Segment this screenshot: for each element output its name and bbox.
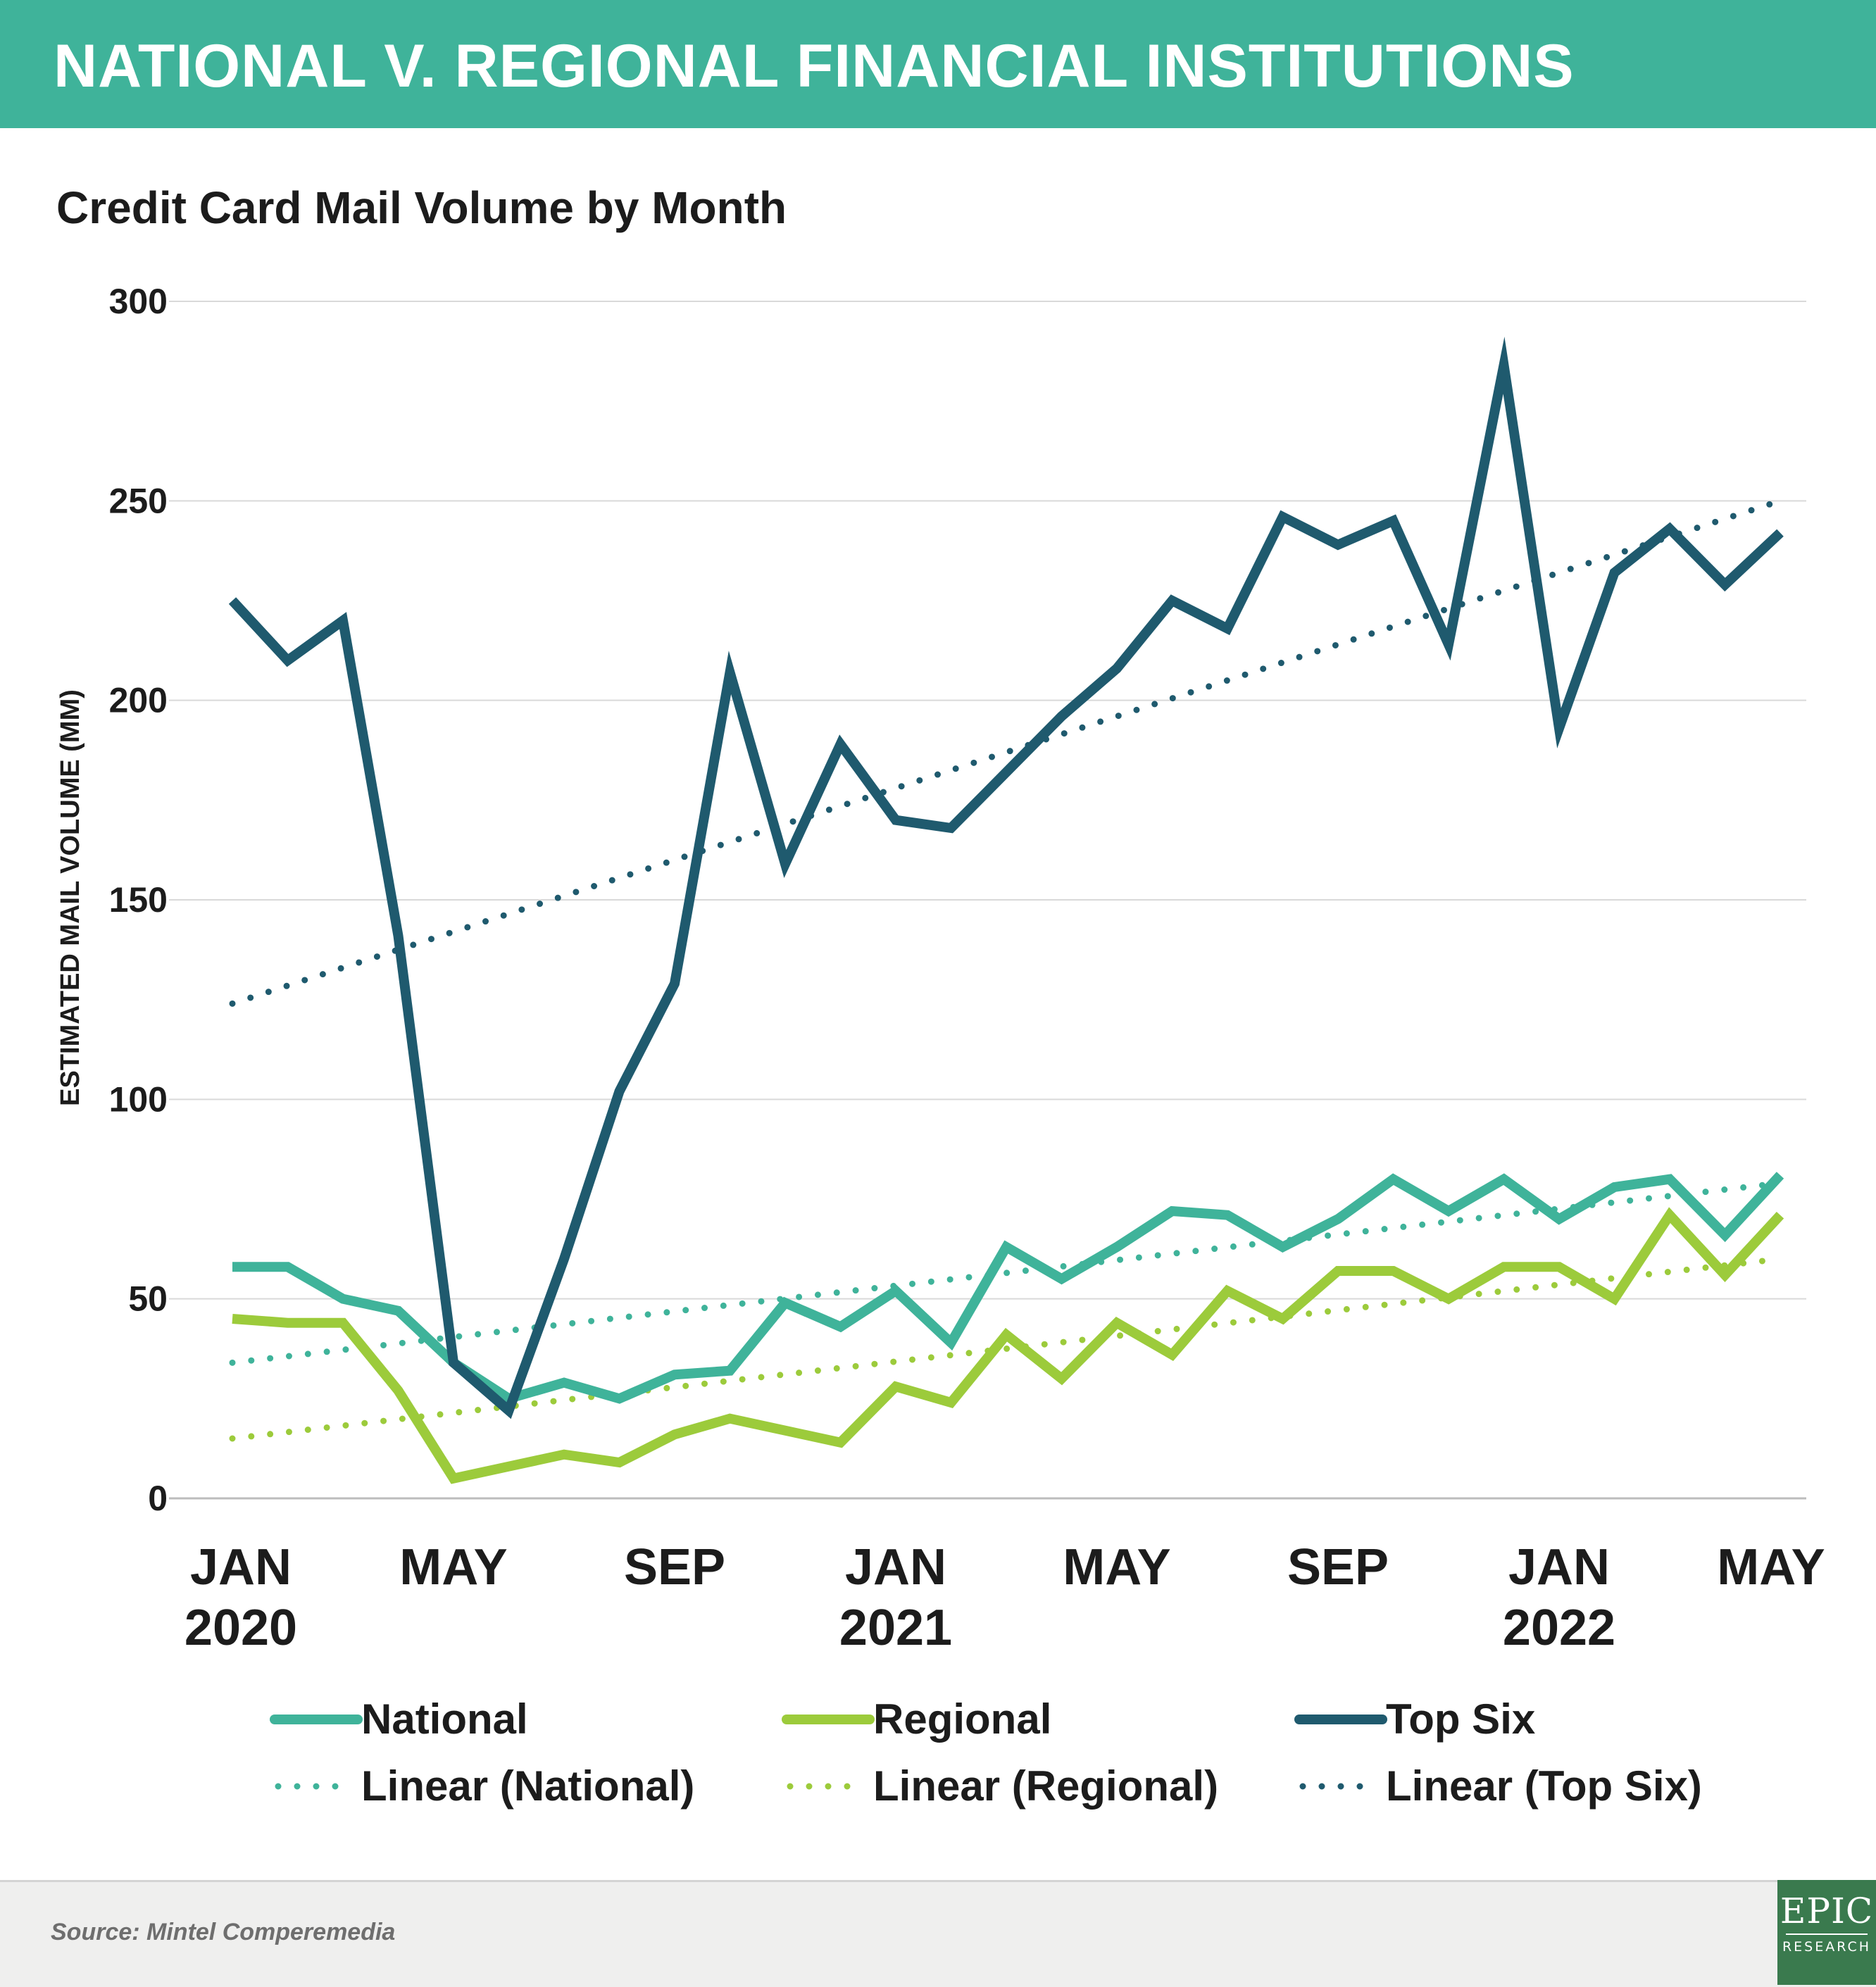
series-line-top-six xyxy=(228,337,1784,1419)
legend-label: Linear (Top Six) xyxy=(1386,1762,1702,1810)
legend-label: Linear (Regional) xyxy=(873,1762,1218,1810)
series-line-regional xyxy=(232,1207,1784,1484)
trendline-linear-national xyxy=(229,1179,1784,1366)
x-tick-label: MAY xyxy=(1717,1539,1825,1596)
y-axis-ticks: 0 50 100 150 200 250 300 xyxy=(109,282,168,1518)
header-banner: NATIONAL V. REGIONAL FINANCIAL INSTITUTI… xyxy=(0,0,1876,128)
legend: National Regional Top Six Linear (National)… xyxy=(270,1695,1702,1810)
logo-rule xyxy=(1786,1933,1868,1935)
page-title: NATIONAL V. REGIONAL FINANCIAL INSTITUTI… xyxy=(54,32,1575,100)
y-tick-label: 150 xyxy=(109,880,168,920)
x-tick-label: MAY xyxy=(399,1539,507,1596)
trendline-linear-top-six xyxy=(229,497,1784,1007)
footer: Source: Mintel Comperemedia xyxy=(0,1880,1876,1987)
legend-label: National xyxy=(361,1695,528,1743)
x-tick-label: JAN xyxy=(845,1539,946,1596)
x-tick-label: SEP xyxy=(624,1539,725,1596)
y-tick-label: 250 xyxy=(109,481,168,520)
gridlines xyxy=(169,301,1806,1500)
y-tick-label: 200 xyxy=(109,681,168,720)
source-note: Source: Mintel Comperemedia xyxy=(51,1919,396,1945)
y-tick-label: 50 xyxy=(128,1279,168,1319)
series-line-national xyxy=(232,1172,1784,1404)
y-tick-label: 0 xyxy=(148,1479,168,1518)
x-tick-year: 2021 xyxy=(839,1600,952,1656)
legend-label: Regional xyxy=(873,1695,1051,1743)
y-tick-label: 300 xyxy=(109,282,168,321)
x-tick-year: 2020 xyxy=(185,1600,297,1656)
trendline-linear-regional xyxy=(229,1255,1784,1442)
x-tick-year: 2022 xyxy=(1503,1600,1615,1656)
legend-label: Linear (National) xyxy=(361,1762,694,1810)
y-tick-label: 100 xyxy=(109,1079,168,1119)
x-tick-label: JAN xyxy=(1508,1539,1610,1596)
x-tick-label: MAY xyxy=(1063,1539,1170,1596)
x-tick-label: SEP xyxy=(1287,1539,1389,1596)
x-tick-label: JAN xyxy=(190,1539,292,1596)
legend-label: Top Six xyxy=(1386,1695,1535,1743)
logo-wordmark: EPIC xyxy=(1780,1891,1874,1931)
epic-research-logo: EPIC RESEARCH xyxy=(1777,1880,1876,1985)
series-lines xyxy=(228,337,1784,1484)
y-axis-label: ESTIMATED MAIL VOLUME (MM) xyxy=(56,689,85,1106)
chart-title: Credit Card Mail Volume by Month xyxy=(56,182,787,233)
logo-tagline: RESEARCH xyxy=(1782,1939,1872,1955)
